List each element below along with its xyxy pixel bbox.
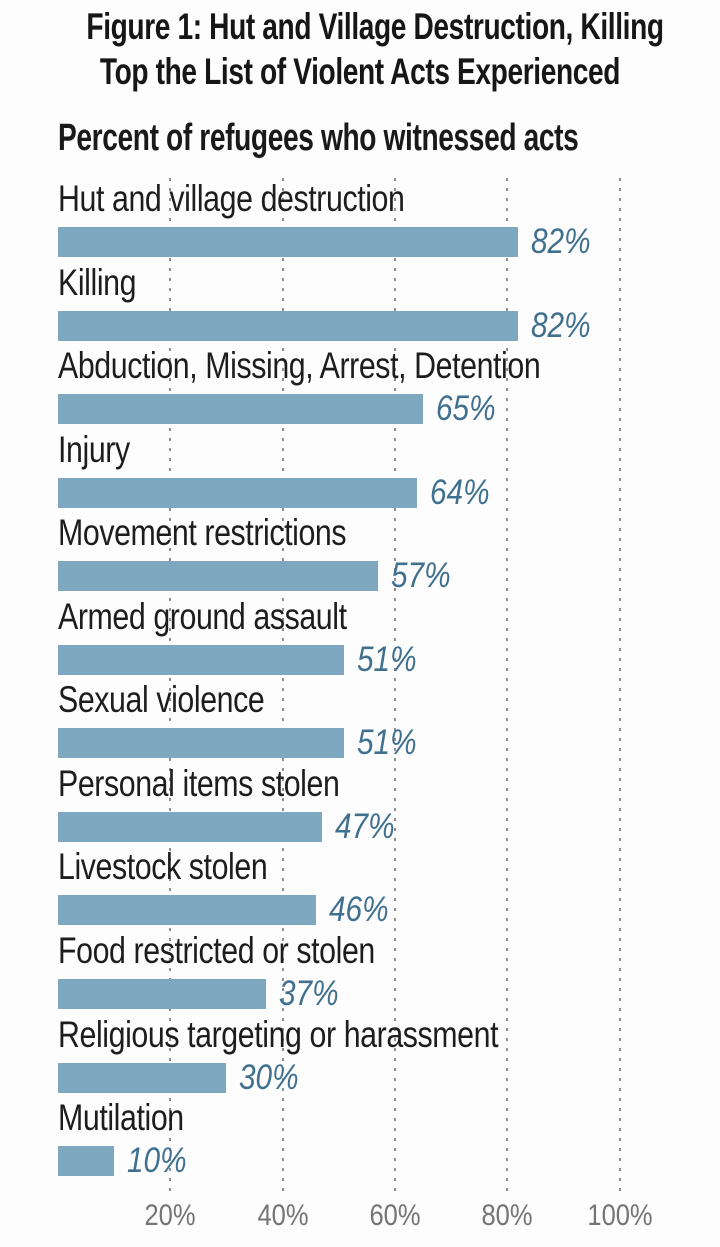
category-label: Movement restrictions	[58, 512, 347, 554]
value-label: 57%	[391, 556, 451, 596]
bar	[58, 310, 519, 341]
value-label: 64%	[430, 472, 490, 512]
value-label: 37%	[278, 973, 339, 1013]
gridline-20	[169, 178, 172, 1192]
figure-title-line-1: Figure 1: Hut and Village Destruction, K…	[86, 6, 664, 47]
bar	[58, 477, 418, 508]
value-label: 46%	[329, 890, 389, 930]
value-label: 51%	[357, 723, 417, 763]
category-label: Killing	[58, 261, 137, 303]
gridline-100	[618, 178, 621, 1192]
x-axis-tick-label: 40%	[257, 1199, 309, 1232]
value-label: 51%	[357, 639, 417, 679]
value-label: 30%	[239, 1057, 299, 1097]
x-axis-tick-label: 80%	[481, 1199, 533, 1232]
category-label: Sexual violence	[58, 679, 265, 721]
category-label: Armed ground assault	[58, 595, 347, 637]
bar	[58, 227, 519, 257]
bar	[58, 561, 379, 592]
value-label: 10%	[127, 1141, 187, 1181]
value-label: 47%	[334, 806, 395, 846]
category-label: Religious targeting or harassment	[58, 1013, 499, 1055]
category-label: Hut and village destruction	[58, 178, 405, 219]
chart-subtitle: Percent of refugees who witnessed acts	[58, 117, 579, 159]
category-label: Food restricted or stolen	[58, 929, 375, 971]
figure-title-line-2: Top the List of Violent Acts Experienced	[99, 51, 621, 92]
bar	[58, 895, 317, 926]
category-label: Mutilation	[58, 1097, 184, 1139]
category-label: Abduction, Missing, Arrest, Detention	[58, 345, 541, 387]
category-label: Livestock stolen	[58, 846, 268, 888]
gridline-80	[506, 178, 509, 1192]
gridline-40	[281, 178, 284, 1192]
bar	[58, 978, 266, 1009]
value-label: 82%	[531, 222, 591, 261]
bar	[58, 1146, 115, 1177]
bar	[58, 811, 322, 842]
x-axis-tick-label: 20%	[144, 1199, 196, 1232]
bar	[58, 644, 345, 675]
bar	[58, 1062, 227, 1093]
category-label: Personal items stolen	[58, 762, 340, 804]
figure-title: Figure 1: Hut and Village Destruction, K…	[0, 4, 720, 94]
category-label: Injury	[58, 428, 130, 470]
value-label: 65%	[435, 389, 496, 429]
x-axis-tick-label: 100%	[586, 1199, 653, 1232]
x-axis-tick-label: 60%	[369, 1199, 421, 1232]
bar	[58, 728, 345, 759]
gridline-60	[393, 178, 396, 1192]
bar	[58, 394, 423, 425]
value-label: 82%	[531, 305, 591, 345]
